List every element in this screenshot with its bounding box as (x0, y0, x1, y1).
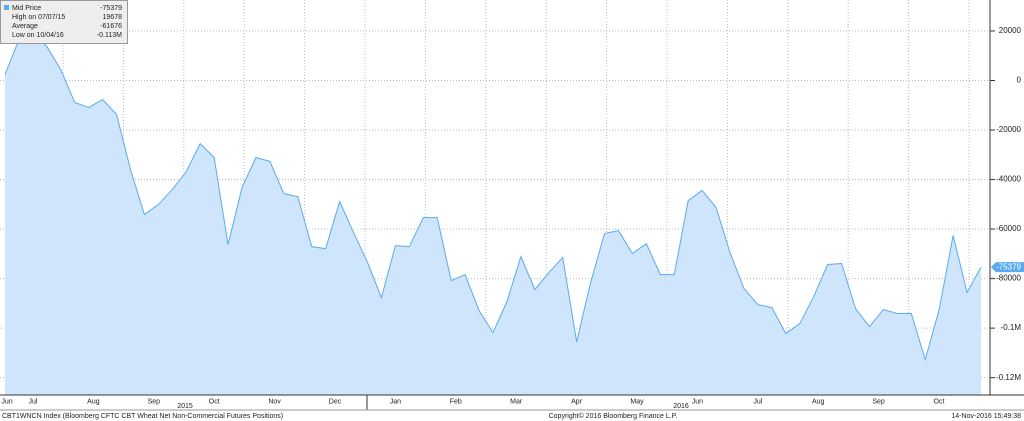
legend-value: -61676 (100, 23, 122, 30)
x-tick-label: Nov (268, 399, 281, 406)
x-tick-label: Jan (390, 399, 401, 406)
y-tick-label: -40000 (996, 175, 1021, 184)
x-tick-label: Apr (571, 399, 583, 406)
x-tick-label: Oct (934, 399, 945, 406)
y-tick-label: 0 (1017, 76, 1022, 85)
x-tick-label: Jul (753, 399, 762, 406)
footer-left: CBT1WNCN Index (Bloomberg CFTC CBT Wheat… (2, 413, 283, 420)
x-tick-label: Jun (1, 399, 12, 406)
footer-center: Copyright© 2016 Bloomberg Finance L.P. (549, 412, 678, 420)
x-tick-label: Aug (87, 399, 100, 406)
y-tick-label: -60000 (996, 224, 1021, 233)
legend: Mid Price -75379 High on 07/07/15 19678 Aver… (0, 0, 128, 44)
legend-swatch (4, 5, 9, 10)
last-value-tag (991, 262, 1024, 273)
x-tick-label: Jun (692, 399, 703, 406)
legend-name: High on 07/07/15 (12, 14, 65, 21)
x-tick-label: Jul (29, 399, 38, 406)
y-tick-label: -20000 (996, 125, 1021, 134)
y-tick-label: -80000 (996, 274, 1021, 283)
x-tick-label: Sep (148, 399, 161, 406)
x-tick-label: Dec (329, 399, 342, 406)
area (5, 31, 981, 396)
legend-value: -75379 (100, 5, 122, 12)
footer-right: 14-Nov-2016 15:49:38 (951, 413, 1021, 420)
year-label: 2015 (177, 403, 193, 410)
legend-value: -0.113M (97, 32, 122, 39)
legend-value: 19678 (103, 14, 123, 21)
year-label: 2016 (673, 403, 689, 410)
legend-name: Mid Price (12, 5, 41, 12)
last-value-label: -75379 (996, 262, 1021, 271)
x-tick-label: Oct (209, 399, 220, 406)
legend-name: Average (12, 23, 38, 30)
x-tick-label: Aug (812, 399, 825, 406)
x-tick-label: May (630, 399, 644, 406)
x-tick-label: Feb (450, 399, 462, 406)
y-tick-label: -0.12M (996, 373, 1021, 382)
legend-name: Low on 10/04/16 (12, 32, 64, 39)
y-tick-label: 20000 (999, 26, 1022, 35)
line (4, 31, 982, 362)
legend-box (0, 0, 128, 44)
y-tick-label: -0.1M (1001, 323, 1022, 332)
x-tick-label: Sep (872, 399, 885, 406)
x-tick-label: Mar (510, 399, 523, 406)
plot-area (0, 0, 990, 396)
